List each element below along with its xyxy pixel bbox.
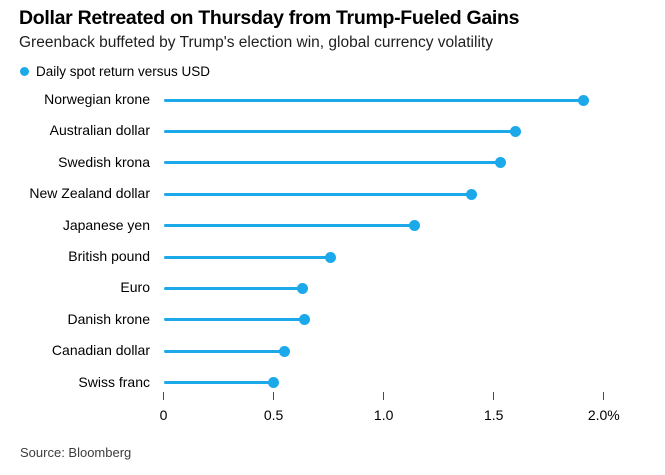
lollipop-line: [163, 255, 331, 259]
data-point-dot: [494, 157, 506, 169]
x-axis-tick-label: 1.0: [373, 407, 394, 423]
lollipop-line: [163, 286, 303, 290]
data-point-dot: [466, 188, 478, 200]
x-axis-tick: [163, 392, 164, 400]
x-axis-tick: [273, 392, 275, 400]
x-axis-tick: [603, 392, 605, 400]
data-point-dot: [279, 345, 291, 357]
lollipop-line: [163, 192, 472, 196]
legend-label: Daily spot return versus USD: [36, 64, 211, 79]
source-note: Source: Bloomberg: [20, 445, 132, 460]
lollipop-line: [163, 98, 584, 102]
x-axis-tick: [383, 392, 385, 400]
x-axis-tick-label: 2.0%: [587, 407, 620, 423]
lollipop-line: [163, 224, 415, 228]
category-label: Danish krone: [67, 310, 151, 327]
legend-marker-icon: [20, 67, 29, 76]
category-label: Swiss franc: [78, 373, 150, 390]
category-label: Norwegian krone: [44, 91, 150, 107]
data-point-dot: [325, 251, 337, 263]
category-label: Australian dollar: [49, 122, 150, 139]
data-point-dot: [298, 314, 310, 326]
x-axis-tick: [493, 392, 495, 400]
category-label: Japanese yen: [62, 216, 150, 233]
data-point-dot: [578, 94, 590, 106]
lollipop-line: [163, 381, 274, 385]
category-label: Swedish krona: [58, 153, 150, 170]
data-point-dot: [408, 220, 420, 232]
category-label: New Zealand dollar: [29, 185, 150, 202]
data-point-dot: [268, 377, 280, 389]
lollipop-line: [163, 349, 285, 353]
x-axis-tick-label: 0.5: [263, 407, 284, 423]
lollipop-line: [163, 129, 516, 133]
category-label: Euro: [120, 279, 150, 296]
data-point-dot: [296, 282, 308, 294]
category-label: Canadian dollar: [51, 342, 150, 359]
x-axis-tick-label: 0: [159, 407, 168, 423]
category-label: British pound: [68, 248, 150, 264]
lollipop-line: [163, 161, 501, 165]
x-axis-tick-label: 1.5: [483, 407, 504, 423]
data-point-dot: [510, 125, 522, 137]
lollipop-line: [163, 318, 305, 322]
chart-title: Dollar Retreated on Thursday from Trump-…: [19, 7, 520, 29]
legend: Daily spot return versus USD: [20, 64, 210, 79]
chart-subtitle: Greenback buffeted by Trump's election w…: [19, 34, 493, 51]
